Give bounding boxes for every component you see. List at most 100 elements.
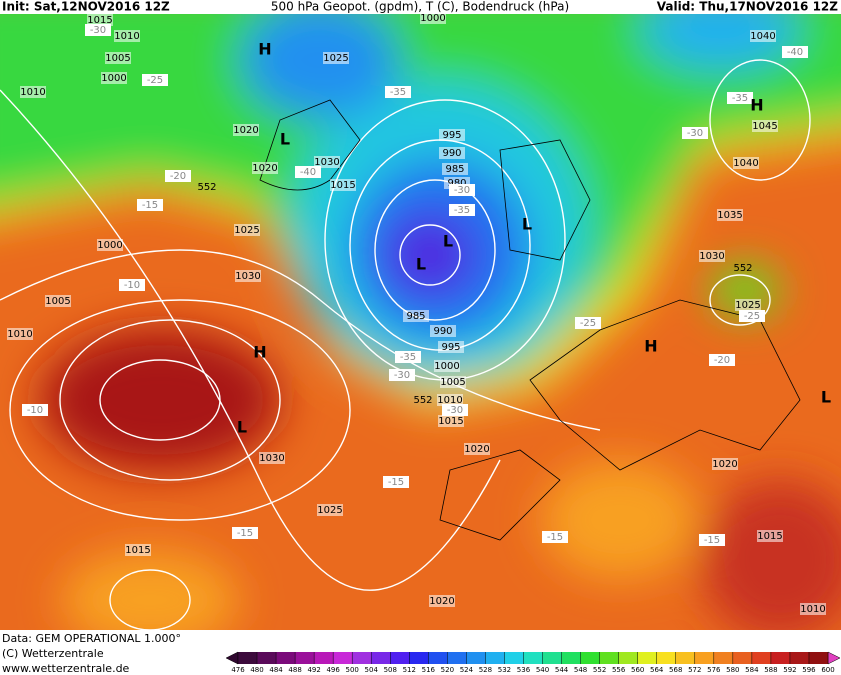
colorbar-tick-label: 572 xyxy=(688,666,701,674)
temperature-label-box xyxy=(782,46,808,58)
isobar-label-box xyxy=(712,458,738,470)
temperature-label-box xyxy=(449,204,475,216)
colorbar-bin xyxy=(523,652,543,664)
isobar-label-box xyxy=(233,124,259,136)
pressure-center: L xyxy=(821,388,831,407)
temperature-label: -15 xyxy=(142,200,158,211)
colorbar-bin xyxy=(599,652,619,664)
colorbar-bin xyxy=(409,652,429,664)
isobar-label-box xyxy=(733,157,759,169)
temperature-label: -15 xyxy=(704,535,720,546)
temperature-label-box xyxy=(699,534,725,546)
colorbar-bin xyxy=(504,652,524,664)
temperature-label-box xyxy=(449,184,475,196)
colorbar-tick-label: 504 xyxy=(365,666,379,674)
isobar-label: 1040 xyxy=(733,158,758,169)
temperature-label-box xyxy=(739,310,765,322)
colorbar-bin xyxy=(656,652,677,664)
colorbar-tick-label: 576 xyxy=(707,666,721,674)
isobar-label-box xyxy=(20,86,46,98)
geopotential-label: 552 xyxy=(197,182,216,193)
isobar-label: 1020 xyxy=(712,459,737,470)
isobar-label-box xyxy=(757,530,783,542)
isobar-label-box xyxy=(323,52,349,64)
isobar-label: 1030 xyxy=(259,453,284,464)
isobar-label: 1015 xyxy=(87,15,112,26)
colorbar-bin xyxy=(561,652,581,664)
isobar-label: 990 xyxy=(433,326,452,337)
colorbar-tick-label: 520 xyxy=(441,666,454,674)
isobar-label: 1020 xyxy=(252,163,277,174)
temperature-label: -35 xyxy=(732,93,748,104)
temperature-label-box xyxy=(119,279,145,291)
colorbar-tick-label: 588 xyxy=(764,666,777,674)
isobar-label-box xyxy=(442,163,468,175)
colorbar-tick-label: 596 xyxy=(802,666,816,674)
isobar-label: 1030 xyxy=(314,157,339,168)
colorbar-tick-label: 484 xyxy=(269,666,283,674)
temperature-label: -40 xyxy=(787,47,803,58)
isobar-label-box xyxy=(252,162,278,174)
colorbar-bin xyxy=(276,652,296,664)
colorbar-tick-label: 564 xyxy=(650,666,664,674)
colorbar-tick-label: 528 xyxy=(479,666,492,674)
temperature-label: -10 xyxy=(27,405,43,416)
colorbar: 476 480 484 488 492 496 500 504 508 512 516 520 524 5… xyxy=(225,651,841,674)
colorbar-bin xyxy=(238,652,258,664)
colorbar-tick-label: 568 xyxy=(669,666,682,674)
colorbar-bin xyxy=(637,652,658,664)
colorbar-bin xyxy=(295,652,315,664)
colorbar-bin xyxy=(333,652,353,664)
colorbar-tick-label: 580 xyxy=(726,666,739,674)
pressure-center: H xyxy=(258,40,271,59)
temperature-label: -15 xyxy=(237,528,253,539)
colorbar-bin xyxy=(390,652,410,664)
isobar-label-box xyxy=(434,360,460,372)
colorbar-bin xyxy=(675,652,696,664)
isobar-label: 1000 xyxy=(101,73,126,84)
isobar-label: 1020 xyxy=(233,125,258,136)
isobar-label-box xyxy=(45,295,71,307)
colorbar-bin xyxy=(580,652,600,664)
isobar-label-box xyxy=(437,394,463,406)
isobar-label: 1015 xyxy=(330,180,355,191)
temperature-label: -20 xyxy=(170,171,186,182)
temperature-label: -30 xyxy=(454,185,470,196)
colorbar-bin xyxy=(466,652,486,664)
temperature-label: -30 xyxy=(447,405,463,416)
temperature-label-box xyxy=(85,24,111,36)
isobar-label: 1010 xyxy=(20,87,45,98)
colorbar-tick-label: 512 xyxy=(403,666,416,674)
map-title: 500 hPa Geopot. (gpdm), T (C), Bodendruc… xyxy=(271,0,569,14)
temperature-label: -35 xyxy=(454,205,470,216)
isobar-label: 1030 xyxy=(699,251,724,262)
colorbar-bin xyxy=(447,652,467,664)
temperature-label: -25 xyxy=(744,311,760,322)
colorbar-tick-label: 536 xyxy=(517,666,531,674)
isobar-label: 1005 xyxy=(45,296,70,307)
colorbar-bin xyxy=(770,652,791,664)
colorbar-bin xyxy=(732,652,753,664)
isobar-label-box xyxy=(105,52,131,64)
isobar-label-box xyxy=(464,443,490,455)
temperature-label: -25 xyxy=(580,318,596,329)
colorbar-tick-label: 600 xyxy=(821,666,834,674)
isobar-label-box xyxy=(440,376,466,388)
temperature-label-box xyxy=(385,86,411,98)
isobar-label-box xyxy=(420,12,446,24)
colorbar-bin xyxy=(257,652,277,664)
colorbar-tick-label: 540 xyxy=(536,666,549,674)
pressure-center: L xyxy=(443,232,453,251)
isobar-label: 1040 xyxy=(750,31,775,42)
coastlines xyxy=(259,99,801,541)
isobar-label-box xyxy=(735,299,761,311)
isobar-label: 980 xyxy=(447,178,466,189)
isobar-label: 1010 xyxy=(114,31,139,42)
temperature-label-box xyxy=(295,166,321,178)
colorbar-bin xyxy=(371,652,391,664)
pressure-center: L xyxy=(237,418,247,437)
isobar-label-box xyxy=(752,120,778,132)
isobar-label-box xyxy=(7,328,33,340)
isobar-label-box xyxy=(750,30,776,42)
isobar-label-box xyxy=(438,415,464,427)
